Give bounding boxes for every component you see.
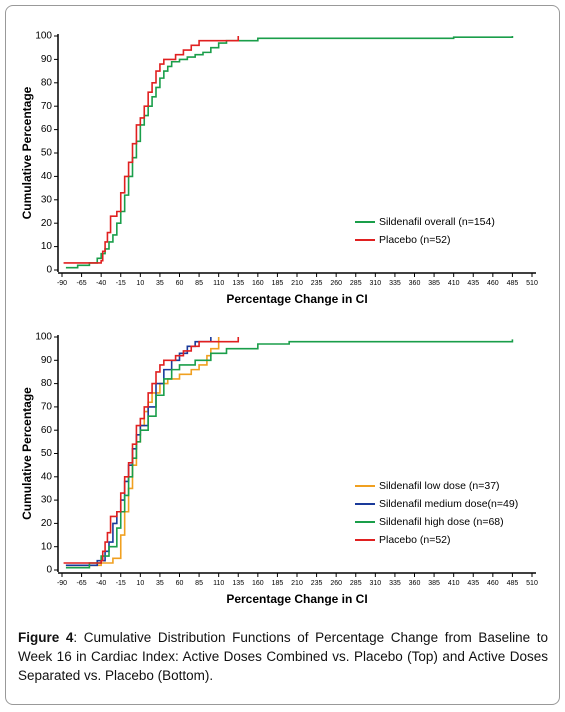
y-tick-label: 10: [41, 541, 53, 552]
x-tick-label: 285: [350, 580, 362, 587]
x-tick-label: 110: [213, 580, 224, 587]
x-tick-label: 210: [291, 580, 303, 587]
legend-label: Sildenafil high dose (n=68): [379, 516, 504, 528]
y-tick-label: 10: [41, 241, 53, 252]
x-tick-label: 310: [369, 580, 381, 587]
legend-label: Placebo (n=52): [379, 534, 451, 546]
x-tick-label: 60: [176, 580, 184, 587]
x-tick-label: -15: [116, 580, 126, 587]
x-tick-label: 310: [369, 280, 381, 287]
y-tick-label: 60: [41, 425, 53, 436]
y-tick-label: 0: [46, 265, 52, 276]
y-tick-label: 70: [41, 101, 53, 112]
y-tick-label: 80: [41, 378, 53, 389]
x-tick-label: 385: [428, 280, 440, 287]
x-tick-label: 260: [330, 580, 342, 587]
series-line: [65, 339, 514, 569]
x-tick-label: 235: [311, 580, 323, 587]
x-tick-label: -65: [77, 580, 87, 587]
y-tick-label: 0: [46, 565, 52, 576]
x-tick-label: 210: [291, 280, 303, 287]
y-tick-label: 50: [41, 448, 53, 459]
figure-frame: [5, 5, 560, 705]
x-tick-label: 35: [156, 280, 164, 287]
y-tick-label: 80: [41, 77, 53, 88]
x-tick-label: 85: [195, 280, 203, 287]
x-tick-label: 285: [350, 280, 362, 287]
caption-label: Figure 4: [18, 630, 74, 645]
y-axis-title: Cumulative Percentage: [20, 387, 34, 520]
series-line: [63, 36, 240, 264]
x-tick-label: 235: [311, 280, 323, 287]
x-tick-label: 135: [232, 280, 244, 287]
y-tick-label: 20: [41, 518, 53, 529]
x-tick-label: -65: [77, 280, 87, 287]
legend-label: Sildenafil overall (n=154): [379, 216, 495, 228]
y-tick-label: 50: [41, 148, 53, 159]
legend-label: Sildenafil low dose (n=37): [379, 480, 500, 492]
x-tick-label: 160: [252, 580, 264, 587]
x-tick-label: 510: [526, 280, 538, 287]
x-tick-label: 485: [507, 280, 519, 287]
x-tick-label: 85: [195, 580, 203, 587]
legend-label: Sildenafil medium dose(n=49): [379, 498, 518, 510]
x-tick-label: 460: [487, 580, 499, 587]
x-axis-title: Percentage Change in CI: [226, 592, 367, 606]
y-tick-label: 90: [41, 54, 53, 65]
y-tick-label: 100: [35, 332, 52, 343]
x-axis-title: Percentage Change in CI: [226, 292, 367, 306]
y-tick-label: 30: [41, 495, 53, 506]
series-line: [65, 337, 212, 567]
x-tick-label: 60: [176, 280, 184, 287]
y-tick-label: 30: [41, 194, 53, 205]
y-tick-label: 100: [35, 31, 52, 42]
x-tick-label: 360: [409, 280, 421, 287]
caption-text: : Cumulative Distribution Functions of P…: [18, 630, 548, 683]
x-tick-label: 435: [467, 580, 479, 587]
x-tick-label: 260: [330, 280, 342, 287]
x-tick-label: 335: [389, 280, 401, 287]
y-tick-label: 90: [41, 355, 53, 366]
x-tick-label: 185: [272, 580, 284, 587]
x-tick-label: -40: [96, 580, 106, 587]
legend-label: Placebo (n=52): [379, 234, 451, 246]
x-tick-label: -15: [116, 280, 126, 287]
x-tick-label: 160: [252, 280, 264, 287]
caption: Figure 4: Cumulative Distribution Functi…: [18, 628, 548, 685]
x-tick-label: -90: [57, 280, 67, 287]
series-line: [65, 337, 220, 567]
x-tick-label: -40: [96, 280, 106, 287]
x-tick-label: 460: [487, 280, 499, 287]
x-tick-label: 135: [232, 580, 244, 587]
y-tick-label: 40: [41, 471, 53, 482]
y-tick-label: 40: [41, 171, 53, 182]
x-tick-label: 385: [428, 580, 440, 587]
x-tick-label: 185: [272, 280, 284, 287]
x-tick-label: -90: [57, 580, 67, 587]
x-tick-label: 335: [389, 580, 401, 587]
series-line: [63, 337, 240, 564]
x-tick-label: 510: [526, 580, 538, 587]
x-tick-label: 435: [467, 280, 479, 287]
y-tick-label: 60: [41, 124, 53, 135]
y-tick-label: 20: [41, 218, 53, 229]
x-tick-label: 360: [409, 580, 421, 587]
x-tick-label: 10: [136, 280, 144, 287]
y-tick-label: 70: [41, 402, 53, 413]
y-axis-title: Cumulative Percentage: [20, 86, 34, 219]
x-tick-label: 35: [156, 580, 164, 587]
x-tick-label: 10: [136, 580, 144, 587]
x-tick-label: 485: [507, 580, 519, 587]
x-tick-label: 110: [213, 280, 224, 287]
x-tick-label: 410: [448, 280, 460, 287]
x-tick-label: 410: [448, 580, 460, 587]
